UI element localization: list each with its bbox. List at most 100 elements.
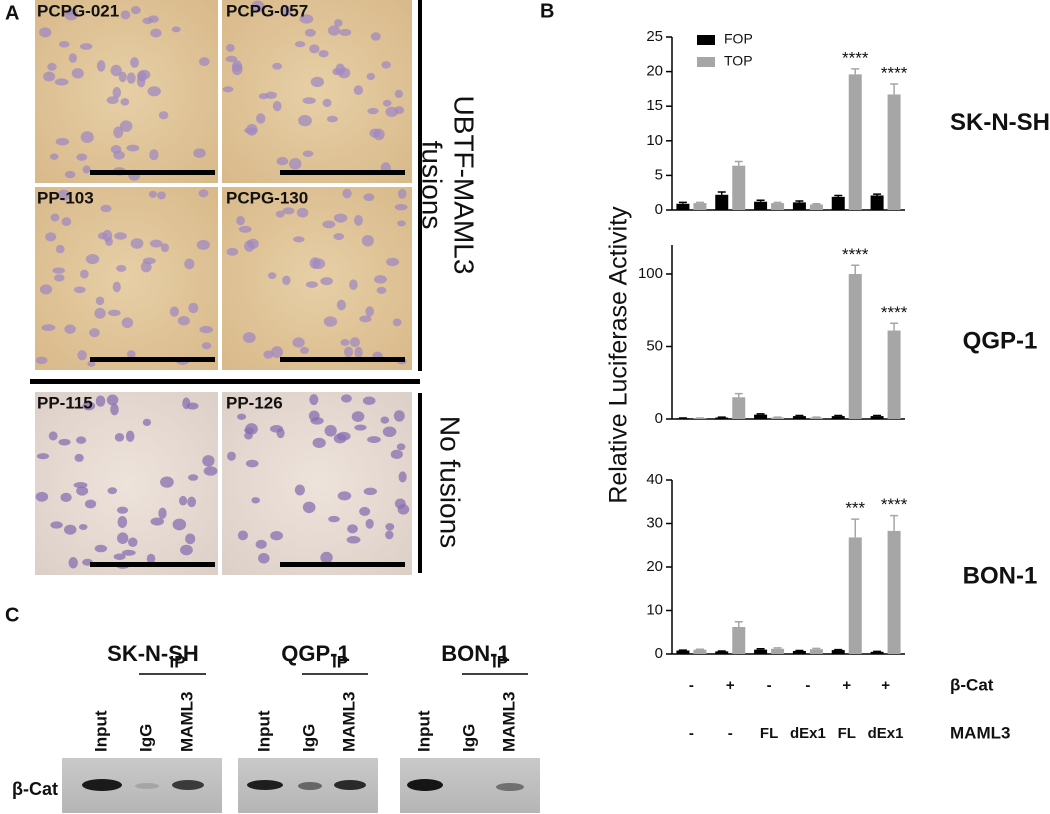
condition-value: + [726, 677, 735, 694]
nucleus [126, 72, 136, 84]
chart-title: QGP-1 [963, 327, 1038, 354]
error-bar [678, 201, 687, 204]
error-bar [756, 199, 765, 202]
nucleus [270, 531, 284, 541]
nucleus [50, 521, 63, 529]
nucleus [237, 530, 248, 541]
nucleus [87, 360, 96, 367]
error-bar [890, 83, 899, 95]
nucleus [367, 436, 381, 444]
nucleus [55, 244, 65, 254]
nucleus [382, 99, 392, 107]
nucleus [54, 274, 65, 282]
bar [715, 194, 729, 210]
condition-value: - [767, 677, 772, 694]
legend-label: FOP [724, 31, 753, 47]
error-bar [812, 647, 821, 650]
nucleus [236, 215, 245, 226]
nucleus [392, 318, 402, 327]
error-bar [851, 68, 860, 75]
nucleus [349, 337, 361, 348]
micrograph [35, 0, 218, 183]
nucleus [82, 165, 91, 174]
nucleus [251, 0, 265, 13]
nucleus [374, 275, 387, 284]
y-tick-label: 50 [646, 337, 663, 354]
nucleus [386, 257, 400, 267]
legend-swatch [697, 35, 715, 45]
nucleus [76, 486, 89, 496]
nucleus [76, 153, 88, 161]
nucleus [222, 86, 234, 93]
nucleus [258, 552, 270, 564]
chart-title: BON-1 [963, 562, 1038, 589]
nucleus [376, 286, 387, 294]
nucleus [320, 551, 333, 564]
nucleus [114, 433, 125, 442]
nucleus [327, 25, 341, 36]
bar [732, 397, 746, 419]
nucleus [104, 237, 113, 246]
nucleus [225, 55, 238, 63]
group-bar [418, 0, 422, 371]
nucleus [184, 258, 195, 270]
nucleus [312, 437, 326, 449]
nucleus [337, 491, 352, 501]
error-bar [873, 193, 882, 196]
nucleus [365, 518, 374, 529]
nucleus [199, 57, 210, 67]
condition-value: dEx1 [868, 725, 904, 742]
nucleus [242, 332, 256, 343]
scale-bar [280, 357, 405, 362]
error-bar [873, 414, 882, 417]
nucleus [237, 413, 247, 420]
lane-label: Input [254, 710, 273, 752]
nucleus [340, 339, 350, 346]
bar [870, 416, 884, 419]
bar [754, 201, 768, 210]
nucleus [126, 144, 140, 152]
bar [809, 204, 823, 210]
significance: **** [842, 245, 869, 264]
nucleus [354, 346, 363, 358]
nucleus [256, 113, 266, 124]
bar [848, 74, 862, 210]
nucleus [47, 62, 57, 71]
bar [792, 416, 806, 419]
nucleus [263, 350, 274, 359]
significance: **** [842, 48, 869, 67]
nucleus [302, 150, 314, 157]
nucleus [58, 41, 70, 48]
separator [30, 379, 420, 384]
error-bar [851, 518, 860, 538]
nucleus [150, 517, 164, 526]
nucleus [80, 131, 94, 144]
scale-bar [280, 562, 405, 567]
nucleus [127, 350, 136, 359]
nucleus [39, 27, 52, 38]
error-bar [890, 514, 899, 531]
nucleus [64, 8, 78, 21]
nucleus [370, 32, 381, 41]
error-bar [756, 648, 765, 650]
nucleus [328, 515, 340, 523]
nucleus [188, 474, 199, 481]
lane-label: IgG [459, 724, 478, 752]
nucleus [84, 499, 97, 509]
nucleus [272, 100, 282, 112]
y-tick-label: 100 [638, 265, 663, 282]
nucleus [299, 346, 309, 354]
nucleus [128, 537, 138, 548]
nucleus [36, 453, 50, 460]
bar [831, 416, 845, 419]
western-blots [62, 758, 540, 813]
nucleus [63, 524, 77, 535]
nucleus [121, 317, 134, 329]
nucleus [365, 306, 374, 317]
nucleus [149, 239, 163, 248]
bar [809, 417, 823, 419]
nucleus [130, 238, 144, 249]
nucleus [76, 436, 87, 444]
nucleus [169, 306, 179, 317]
nucleus [385, 530, 394, 540]
